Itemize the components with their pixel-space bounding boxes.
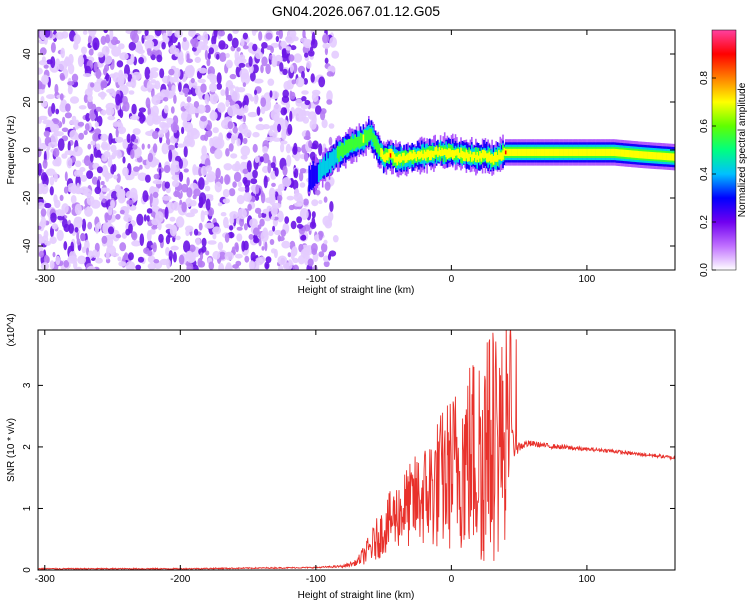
colorbar-ticks: 0.0 0.2 0.4 0.6 0.8 [699,71,716,277]
noise-speckle [38,30,340,270]
snr-x-tick-label: -300 [35,574,55,585]
snr-panel: -300 -200 -100 0 100 0 1 2 3 Height of straight … [6,313,676,600]
snr-ylabel: SNR (10 * v/v) [6,418,17,482]
colorbar-tick-label: 0.4 [699,167,710,181]
colorbar: 0.0 0.2 0.4 0.6 0.8 Normalized spectral ampl… [699,29,748,277]
colorbar-label: Normalized spectral amplitude [737,82,748,217]
snr-series-line [38,330,675,570]
colorbar-tick-label: 0.6 [699,119,710,133]
snr-y-tick-label: 2 [22,444,33,450]
snr-y-tick-label: 3 [22,382,33,388]
snr-x-tick-label: -200 [170,574,190,585]
snr-axes: -300 -200 -100 0 100 0 1 2 3 [22,330,675,585]
spectrogram-y-tick-label: -20 [22,190,33,205]
spectrogram-y-tick-label: 0 [22,147,33,153]
snr-x-tick-label: -100 [306,574,326,585]
spectrogram-xlabel: Height of straight line (km) [298,285,415,296]
colorbar-tick-label: 0.0 [699,263,710,277]
spectrogram-x-tick-label: -300 [35,274,55,285]
snr-y-tick-label: 0 [22,567,33,573]
spectrogram-y-tick-label: -40 [22,238,33,253]
colorbar-scale [711,29,737,271]
signal-ridge-layer [389,150,507,158]
spectrogram-marks [38,30,675,270]
colorbar-tick-label: 0.2 [699,215,710,229]
snr-frame [37,329,676,571]
spectrogram-y-tick-label: 20 [22,96,33,108]
spectrogram-x-tick-label: 0 [449,274,455,285]
colorbar-tick-label: 0.8 [699,71,710,85]
spectrogram-y-tick-label: 40 [22,48,33,60]
spectrogram-x-tick-label: 100 [579,274,596,285]
chart-title: GN04.2026.067.01.12.G05 [272,3,440,19]
snr-marks [38,330,675,570]
spectrogram-ylabel: Frequency (Hz) [6,116,17,185]
snr-xlabel: Height of straight line (km) [298,590,415,600]
snr-x-tick-label: 100 [579,574,596,585]
spectrogram-x-tick-label: -200 [170,274,190,285]
snr-yscale-label: (x10^4) [6,313,17,346]
spectrogram-x-tick-label: -100 [306,274,326,285]
snr-x-tick-label: 0 [449,574,455,585]
snr-y-tick-label: 1 [22,505,33,511]
signal-ridge [308,116,675,194]
